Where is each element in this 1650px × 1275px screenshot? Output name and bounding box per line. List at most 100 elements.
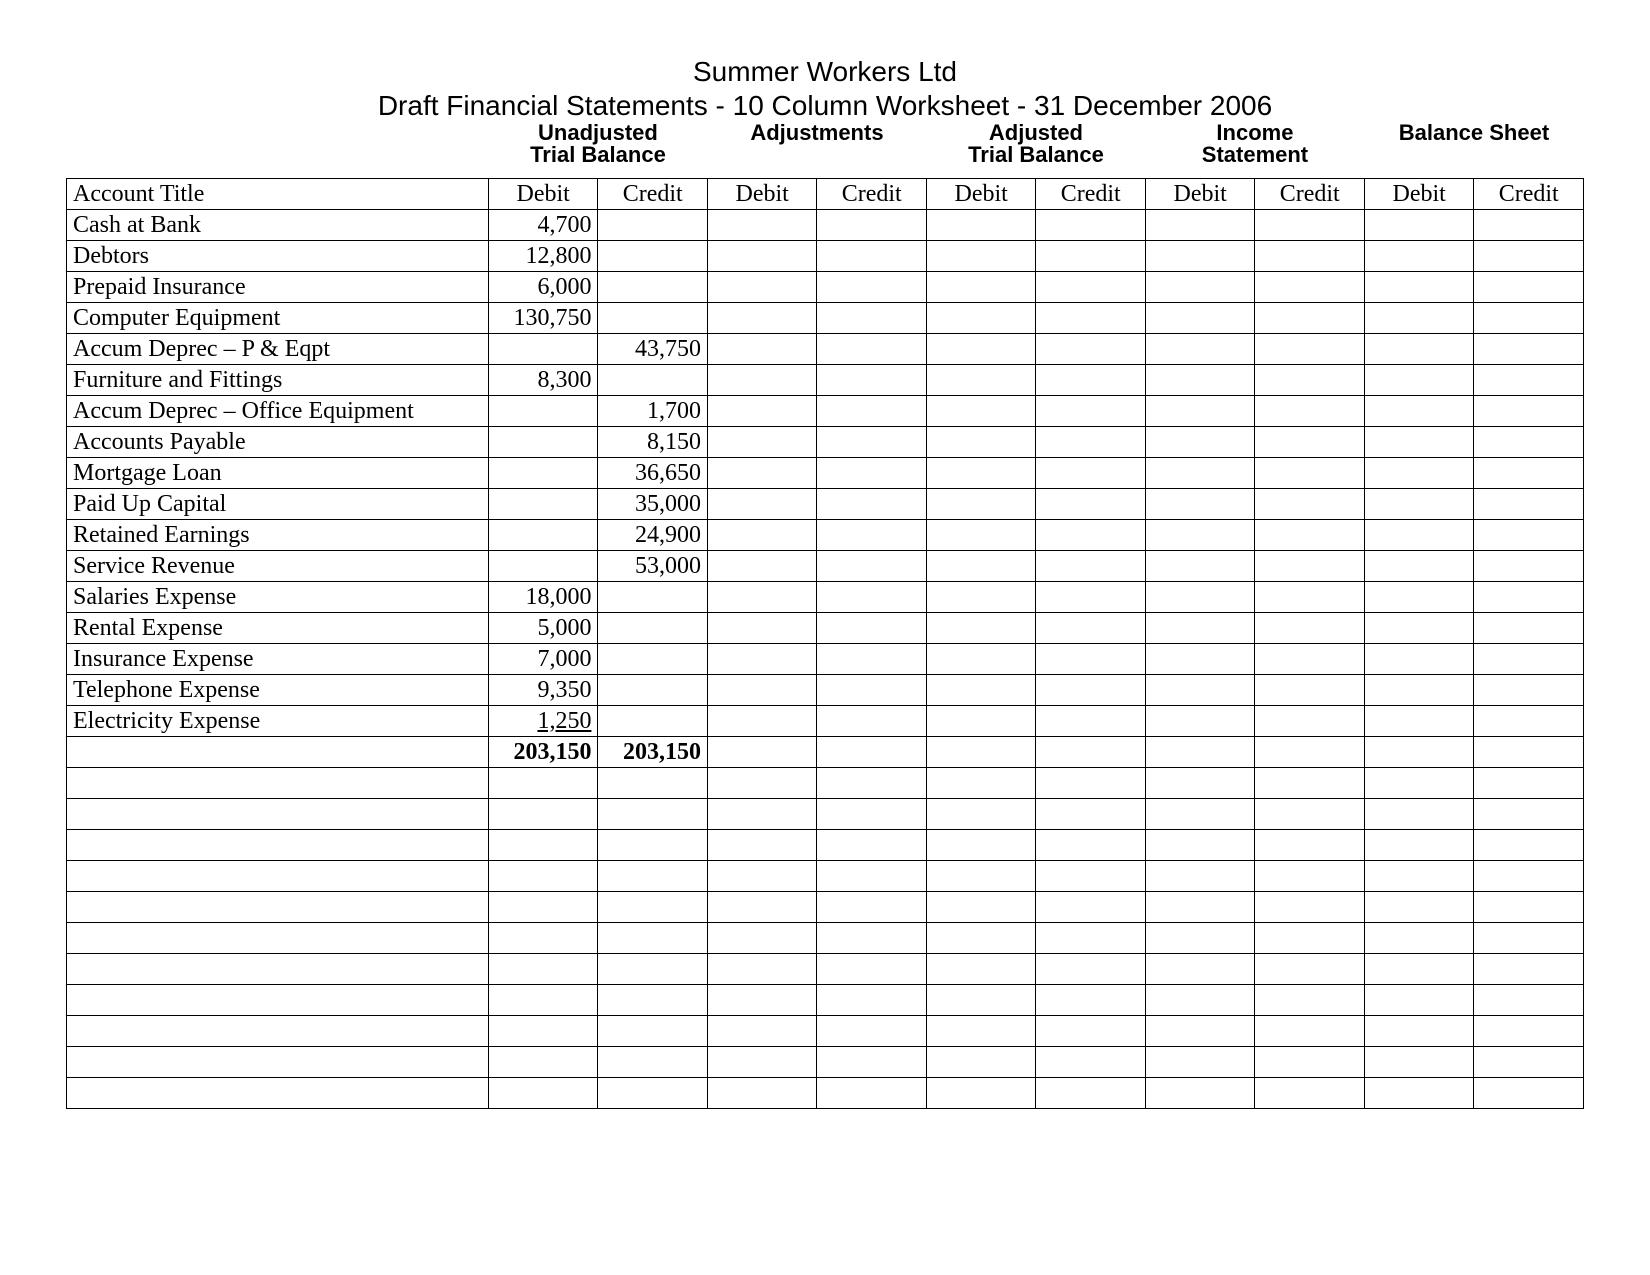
credit-cell: [1255, 767, 1365, 798]
credit-header: Credit: [598, 178, 708, 209]
credit-cell: [598, 953, 708, 984]
debit-cell: [1364, 705, 1474, 736]
debit-cell: 130,750: [488, 302, 598, 333]
table-row: Prepaid Insurance6,000: [67, 271, 1584, 302]
account-cell: Electricity Expense: [67, 705, 489, 736]
debit-cell: [488, 488, 598, 519]
table-row: [67, 1077, 1584, 1108]
debit-cell: [926, 891, 1036, 922]
debit-cell: [1364, 984, 1474, 1015]
debit-cell: [707, 302, 817, 333]
credit-cell: [1255, 891, 1365, 922]
debit-cell: [926, 705, 1036, 736]
account-cell: [67, 953, 489, 984]
account-cell: Accum Deprec – Office Equipment: [67, 395, 489, 426]
debit-cell: [1145, 550, 1255, 581]
credit-cell: [817, 271, 927, 302]
table-row: Debtors12,800: [67, 240, 1584, 271]
debit-cell: [1145, 302, 1255, 333]
credit-cell: [1255, 426, 1365, 457]
section-header-blank: [67, 122, 489, 178]
credit-cell: [1474, 891, 1584, 922]
credit-cell: [817, 829, 927, 860]
credit-cell: [817, 736, 927, 767]
table-row: Furniture and Fittings8,300: [67, 364, 1584, 395]
credit-cell: [1036, 1046, 1146, 1077]
credit-cell: [1474, 1015, 1584, 1046]
credit-cell: [1474, 829, 1584, 860]
table-row: [67, 984, 1584, 1015]
credit-cell: [598, 643, 708, 674]
debit-cell: [1145, 860, 1255, 891]
account-cell: Retained Earnings: [67, 519, 489, 550]
credit-cell: [1474, 395, 1584, 426]
credit-cell: [817, 643, 927, 674]
credit-cell: [1255, 395, 1365, 426]
account-cell: Accum Deprec – P & Eqpt: [67, 333, 489, 364]
debit-cell: [1145, 209, 1255, 240]
credit-cell: 8,150: [598, 426, 708, 457]
account-cell: [67, 1015, 489, 1046]
debit-cell: [926, 457, 1036, 488]
credit-cell: [817, 519, 927, 550]
credit-cell: [598, 1046, 708, 1077]
debit-cell: [1364, 736, 1474, 767]
table-row: Accum Deprec – P & Eqpt43,750: [67, 333, 1584, 364]
debit-cell: [926, 395, 1036, 426]
debit-cell: [707, 488, 817, 519]
account-cell: [67, 798, 489, 829]
credit-header: Credit: [1255, 178, 1365, 209]
credit-cell: [1255, 302, 1365, 333]
account-cell: [67, 829, 489, 860]
debit-cell: [1145, 953, 1255, 984]
debit-credit-header-row: Account Title Debit Credit Debit Credit …: [67, 178, 1584, 209]
debit-cell: [1364, 581, 1474, 612]
table-row: Rental Expense5,000: [67, 612, 1584, 643]
credit-cell: [1036, 860, 1146, 891]
debit-cell: [488, 1046, 598, 1077]
credit-cell: [817, 302, 927, 333]
credit-cell: [1255, 364, 1365, 395]
table-row: Mortgage Loan36,650: [67, 457, 1584, 488]
credit-cell: [1036, 829, 1146, 860]
debit-cell: [1364, 767, 1474, 798]
section-header-row: Unadjusted Trial Balance Adjustments Adj…: [67, 122, 1584, 178]
credit-cell: 24,900: [598, 519, 708, 550]
debit-cell: [926, 271, 1036, 302]
credit-cell: [598, 209, 708, 240]
account-cell: Cash at Bank: [67, 209, 489, 240]
credit-cell: [1036, 581, 1146, 612]
account-cell: [67, 922, 489, 953]
debit-cell: [926, 1015, 1036, 1046]
account-cell: Computer Equipment: [67, 302, 489, 333]
debit-cell: [1364, 922, 1474, 953]
debit-cell: 5,000: [488, 612, 598, 643]
debit-cell: [1145, 891, 1255, 922]
credit-cell: [1474, 426, 1584, 457]
table-row: Telephone Expense9,350: [67, 674, 1584, 705]
credit-cell: [1036, 1077, 1146, 1108]
account-cell: Prepaid Insurance: [67, 271, 489, 302]
debit-cell: [926, 581, 1036, 612]
debit-cell: [707, 426, 817, 457]
credit-cell: [1036, 705, 1146, 736]
debit-cell: [926, 488, 1036, 519]
credit-cell: [1255, 674, 1365, 705]
debit-cell: [1364, 364, 1474, 395]
account-cell: Rental Expense: [67, 612, 489, 643]
debit-cell: [1364, 674, 1474, 705]
credit-cell: [598, 674, 708, 705]
credit-cell: [1474, 984, 1584, 1015]
debit-cell: [488, 1015, 598, 1046]
debit-cell: [1364, 1015, 1474, 1046]
debit-cell: [707, 457, 817, 488]
debit-cell: [1364, 426, 1474, 457]
credit-cell: [1036, 922, 1146, 953]
credit-cell: [1255, 860, 1365, 891]
credit-cell: [1036, 333, 1146, 364]
credit-cell: [1036, 395, 1146, 426]
credit-cell: [817, 674, 927, 705]
account-cell: [67, 984, 489, 1015]
credit-cell: [817, 705, 927, 736]
debit-cell: [1145, 674, 1255, 705]
